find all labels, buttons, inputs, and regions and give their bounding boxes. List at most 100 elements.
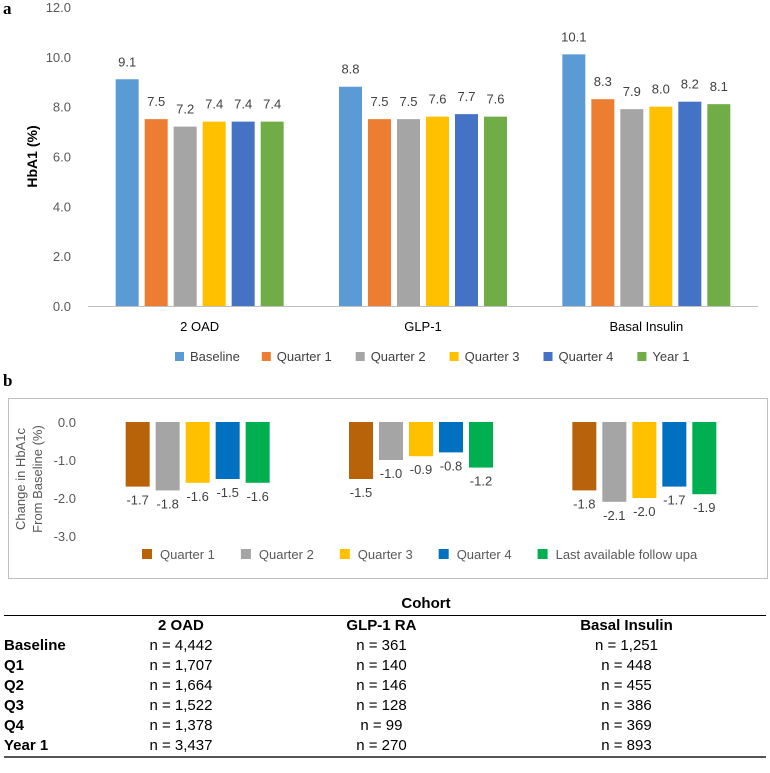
table-cell: n = 1,707	[149, 657, 213, 674]
legend-swatch-quarter-4	[543, 352, 553, 361]
bar-2-oad-quarter-1	[125, 422, 150, 487]
data-label-basal-insulin-quarter-1: -1.8	[573, 496, 595, 511]
row-label: Q2	[4, 677, 25, 694]
bar-glp-1-year-1	[484, 116, 507, 306]
data-label-glp-1-baseline: 8.8	[341, 62, 359, 77]
data-label-2-oad-quarter-1: -1.7	[126, 493, 148, 508]
table-cell: n = 361	[356, 637, 407, 654]
table-cell: n = 4,442	[149, 637, 213, 654]
legend-label-quarter-3: Quarter 3	[358, 547, 413, 562]
y-axis-title-line-1: Change in HbA1c	[13, 428, 28, 530]
panel-b-label: b	[3, 371, 13, 390]
table-cell: n = 1,522	[149, 697, 213, 714]
data-label-basal-insulin-baseline: 10.1	[561, 29, 586, 44]
data-label-basal-insulin-quarter-2: -2.1	[603, 508, 625, 523]
y-tick-label-0-0: 0.0	[53, 299, 71, 314]
bar-glp-1-ra-last-available-follow-upa	[469, 422, 493, 468]
legend-label-quarter-4: Quarter 4	[559, 349, 614, 364]
bar-2-oad-quarter-1	[144, 119, 168, 306]
data-label-2-oad-quarter-4: -1.5	[216, 485, 238, 500]
bar-basal-insulin-last-available-follow-upa	[692, 422, 717, 495]
bar-2-oad-quarter-4	[215, 422, 240, 479]
table-row-q1: Q1 n = 1,707 n = 140 n = 448	[4, 656, 766, 676]
legend-label-baseline: Baseline	[190, 349, 240, 364]
bar-2-oad-quarter-2	[173, 126, 197, 306]
legend-swatch-year-1	[637, 352, 647, 361]
table-cell: n = 1,664	[149, 677, 213, 694]
data-label-basal-insulin-quarter-1: 8.3	[594, 74, 612, 89]
category-label-2-oad: 2 OAD	[180, 319, 219, 334]
table-cell: n = 893	[486, 736, 766, 758]
table-cell: n = 128	[356, 697, 407, 714]
bar-glp-1-baseline	[339, 86, 362, 306]
data-label-basal-insulin-last-available-follow-upa: -1.9	[693, 500, 715, 515]
data-label-glp-1-ra-quarter-2: -1.0	[380, 466, 402, 481]
data-label-basal-insulin-quarter-4: -1.7	[663, 493, 685, 508]
y-tick-label-1-0: -1.0	[54, 453, 76, 468]
data-label-2-oad-quarter-2: -1.8	[156, 496, 178, 511]
y-axis-title-line-2: From Baseline (%)	[30, 425, 45, 533]
legend-swatch-quarter-3	[449, 352, 459, 361]
data-label-glp-1-quarter-2: 7.5	[399, 94, 417, 109]
bar-basal-insulin-quarter-1	[591, 99, 615, 306]
table-row-q4: Q4 n = 1,378 n = 99 n = 369	[4, 716, 766, 736]
data-label-2-oad-baseline: 9.1	[118, 54, 136, 69]
bar-2-oad-quarter-4	[231, 121, 255, 306]
bar-glp-1-ra-quarter-4	[439, 422, 463, 453]
bar-glp-1-quarter-4	[455, 114, 478, 307]
row-label: Baseline	[4, 637, 66, 654]
row-label: Year 1	[4, 736, 86, 758]
hba1c-change-bar-chart: -3.0 -2.0 -1.0 0.0 Change in HbA1c From Basel…	[13, 415, 717, 562]
legend-swatch-quarter-3	[339, 549, 350, 559]
panel-a-label: a	[3, 0, 12, 18]
bar-2-oad-year-1	[260, 121, 284, 306]
table-cell: n = 386	[601, 697, 652, 714]
bar-glp-1-quarter-1	[368, 119, 391, 306]
legend-label-quarter-2: Quarter 2	[371, 349, 426, 364]
bar-2-oad-quarter-3	[185, 422, 210, 483]
table-cell: n = 3,437	[86, 736, 276, 758]
table-cell: n = 1,251	[595, 637, 658, 654]
row-label: Q3	[4, 697, 25, 714]
table-cell: n = 99	[360, 717, 403, 734]
table-cell: n = 1,378	[149, 717, 213, 734]
legend-swatch-quarter-2	[355, 352, 365, 361]
bar-glp-1-ra-quarter-3	[409, 422, 433, 457]
bar-basal-insulin-quarter-2	[620, 109, 644, 307]
table-cell: n = 270	[275, 736, 487, 758]
bar-basal-insulin-quarter-4	[662, 422, 687, 487]
data-label-2-oad-quarter-3: -1.6	[186, 489, 208, 504]
legend-label-quarter-2: Quarter 2	[259, 547, 314, 562]
data-label-2-oad-last-available-follow-upa: -1.6	[246, 489, 268, 504]
bar-2-oad-last-available-follow-upa	[245, 422, 270, 483]
legend-label-quarter-1: Quarter 1	[277, 349, 332, 364]
row-label: Q4	[4, 717, 25, 734]
y-tick-label-0-0: 0.0	[58, 415, 76, 430]
data-label-glp-1-ra-last-available-follow-upa: -1.2	[470, 474, 492, 489]
table-row-q3: Q3 n = 1,522 n = 128 n = 386	[4, 696, 766, 716]
bar-basal-insulin-quarter-4	[678, 101, 702, 306]
cohort-header: Cohort	[401, 595, 451, 612]
column-header-blank	[4, 615, 86, 636]
y-tick-label-12-0: 12.0	[46, 0, 71, 15]
table-cell: n = 369	[601, 717, 652, 734]
bar-2-oad-baseline	[115, 79, 139, 306]
legend-label-quarter-4: Quarter 4	[457, 547, 512, 562]
legend-swatch-quarter-4	[438, 549, 449, 559]
data-label-glp-1-ra-quarter-3: -0.9	[410, 462, 432, 477]
row-label: Q1	[4, 657, 25, 674]
legend-swatch-last-available-follow-upa	[537, 549, 548, 559]
data-label-glp-1-year-1: 7.6	[486, 92, 504, 107]
bar-2-oad-quarter-3	[202, 121, 226, 306]
table-cell: n = 146	[356, 677, 407, 694]
data-label-glp-1-ra-quarter-4: -0.8	[440, 458, 462, 473]
data-label-glp-1-quarter-3: 7.6	[428, 92, 446, 107]
bar-basal-insulin-quarter-1	[572, 422, 597, 491]
bar-basal-insulin-quarter-3	[649, 106, 673, 307]
y-tick-label-2-0: 2.0	[53, 249, 71, 264]
data-label-2-oad-quarter-1: 7.5	[147, 94, 165, 109]
y-tick-label-8-0: 8.0	[53, 100, 71, 115]
bar-glp-1-ra-quarter-2	[379, 422, 403, 460]
y-tick-label-3-0: -3.0	[54, 529, 76, 544]
category-label-basal-insulin: Basal Insulin	[609, 319, 683, 334]
